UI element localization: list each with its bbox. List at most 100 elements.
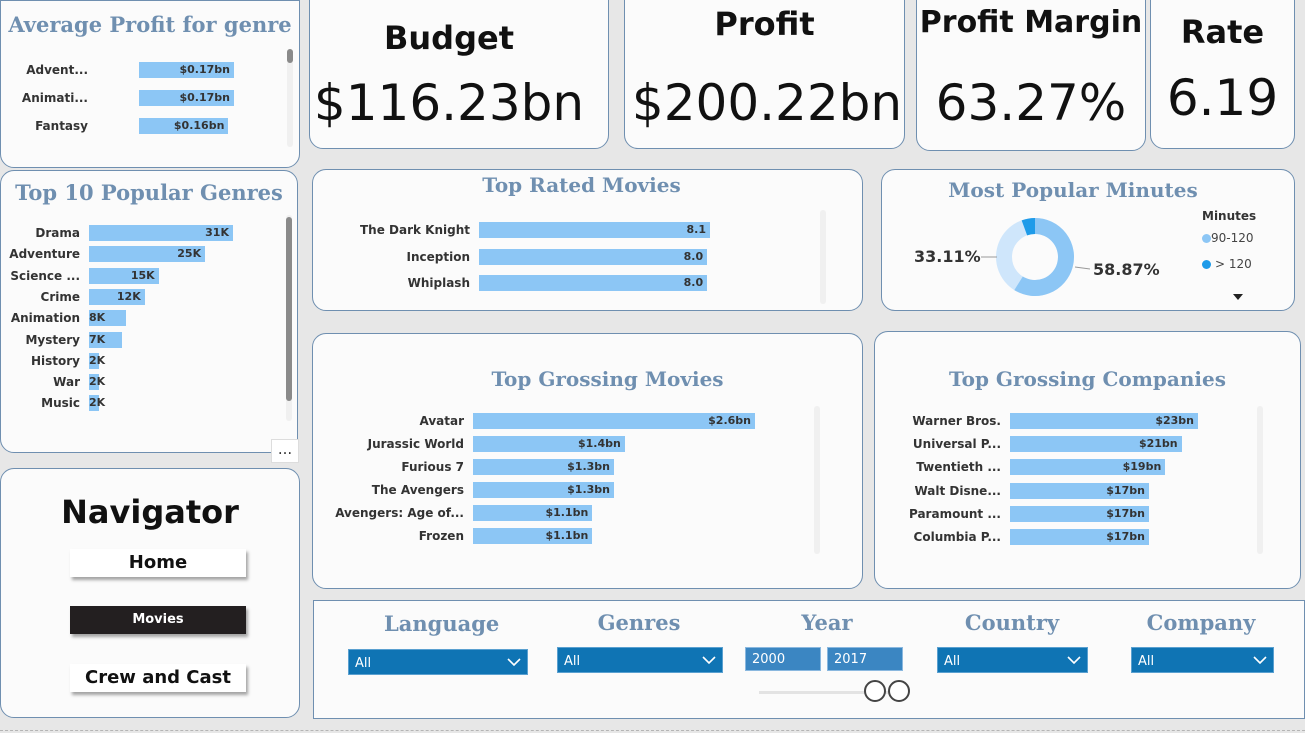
genre-row-bar[interactable] [89,288,145,305]
rated-row-bar[interactable] [479,248,708,265]
genre-row[interactable]: Science ... 15K [1,267,297,285]
genres-value: All [564,654,581,669]
crew-and-cast-button[interactable]: Crew and Cast [70,664,246,692]
legend-item-90-120[interactable]: 90-120 [1202,231,1254,245]
company-dropdown[interactable]: All [1131,647,1274,673]
genre-row-bar[interactable] [89,267,159,284]
popular-genres-scrollbar[interactable] [286,215,292,421]
grossing-company-row[interactable]: Twentieth ... $19bn [875,458,1300,476]
grossing-company-row-value: $23bn [1155,414,1194,427]
grossing-movie-row-value: $1.1bn [545,506,589,519]
donut-segment-over-120 [1021,218,1036,236]
grossing-movie-row[interactable]: Jurassic World $1.4bn [313,435,862,453]
rated-row-bar[interactable] [479,275,708,291]
home-button[interactable]: Home [70,549,246,577]
grossing-company-row-bar[interactable] [1010,529,1149,545]
grossing-company-row-bar[interactable] [1010,436,1182,453]
avg-profit-row-value: $0.17bn [179,63,231,76]
movies-button[interactable]: Movies [70,606,246,634]
grossing-company-row-bar[interactable] [1010,505,1149,522]
genre-row-bar[interactable] [89,225,233,241]
genre-row[interactable]: History 2K [1,352,297,370]
genres-dropdown[interactable]: All [557,647,723,673]
genre-row-bar[interactable] [89,246,206,263]
genre-row-bar[interactable] [89,352,99,369]
avg-profit-title: Average Profit for genre [8,12,292,37]
country-dropdown[interactable]: All [937,647,1088,673]
grossing-company-row[interactable]: Columbia P... $17bn [875,528,1300,546]
rated-row[interactable]: Inception 8.0 [313,248,862,266]
grossing-movie-row[interactable]: Avengers: Age of... $1.1bn [313,504,862,522]
more-options-button[interactable]: ... [271,439,299,463]
genre-row-label: Crime [40,289,80,304]
leader-line-right [1074,266,1091,270]
avg-profit-row-bar[interactable] [139,118,229,134]
avg-profit-row-bar[interactable] [139,62,234,78]
grossing-movie-row[interactable]: Frozen $1.1bn [313,527,862,545]
genre-row[interactable]: Adventure 25K [1,245,297,263]
grossing-company-row-label: Paramount ... [908,506,1001,521]
genre-row-bar[interactable] [89,395,99,412]
chevron-down-icon [507,658,521,667]
grossing-company-row-bar[interactable] [1010,459,1166,476]
genre-row-label: Adventure [9,247,80,262]
avg-profit-row-bar[interactable] [139,90,234,106]
grossing-company-row-value: $21bn [1138,437,1178,451]
grossing-company-row-bar[interactable] [1010,482,1149,499]
year-slider-handle-start[interactable] [864,680,886,702]
grossing-company-row[interactable]: Universal P... $21bn [875,435,1300,453]
genre-row[interactable]: Music 2K [1,394,297,412]
grossing-movie-row[interactable]: The Avengers $1.3bn [313,481,862,499]
grossing-movie-row-bar[interactable] [473,436,625,452]
genre-row-value: 31K [205,226,229,239]
grossing-company-row-label: Universal P... [912,437,1001,452]
grossing-companies-scrollbar[interactable] [1257,406,1263,554]
rated-row[interactable]: Whiplash 8.0 [313,274,862,292]
grossing-movie-row-bar[interactable] [473,505,593,521]
grossing-movie-row-bar[interactable] [473,482,614,498]
genre-row-label: History [30,353,80,368]
grossing-movies-scrollbar[interactable] [814,406,820,554]
top-rated-scrollbar[interactable] [820,210,826,304]
grossing-movie-row-bar[interactable] [473,459,614,475]
grossing-movie-row-bar[interactable] [473,528,593,544]
grossing-companies-title: Top Grossing Companies [949,367,1226,391]
profit-card: Profit $200.22bn [624,0,905,149]
avg-profit-row[interactable]: Advent... $0.17bn [1,61,299,79]
genre-row[interactable]: War 2K [1,373,297,391]
grossing-company-row[interactable]: Warner Bros. $23bn [875,412,1300,430]
year-from-input[interactable]: 2000 [745,647,821,671]
genre-row-bar[interactable] [89,331,122,348]
genre-row[interactable]: Drama 31K [1,224,297,242]
minutes-left-pct: 33.11% [914,247,981,266]
legend-scroll-down-icon[interactable] [1233,294,1243,300]
avg-profit-scrollbar[interactable] [287,49,293,147]
year-from-value: 2000 [752,652,786,667]
grossing-movie-row[interactable]: Avatar $2.6bn [313,412,862,430]
country-value: All [944,654,961,669]
rated-row[interactable]: The Dark Knight 8.1 [313,221,862,239]
avg-profit-row-value: $0.17bn [179,91,231,104]
year-slider-handle-end[interactable] [888,680,910,702]
grossing-company-row[interactable]: Walt Disne... $17bn [875,482,1300,500]
grossing-company-row-bar[interactable] [1010,413,1198,429]
avg-profit-row-label: Fantasy [35,119,88,133]
genre-row-bar[interactable] [89,374,99,391]
genre-row[interactable]: Mystery 7K [1,331,297,349]
genre-row[interactable]: Crime 12K [1,288,297,306]
rated-row-bar[interactable] [479,222,710,238]
rated-row-value: 8.0 [683,276,704,289]
legend-item-over-120[interactable]: > 120 [1202,257,1252,271]
grossing-movie-row-bar[interactable] [473,413,755,429]
avg-profit-row[interactable]: Animati... $0.17bn [1,89,299,107]
legend-dot-over-120 [1202,260,1211,269]
avg-profit-row[interactable]: Fantasy $0.16bn [1,117,299,135]
year-to-input[interactable]: 2017 [827,647,903,671]
grossing-movie-row[interactable]: Furious 7 $1.3bn [313,458,862,476]
genre-row[interactable]: Animation 8K [1,309,297,327]
genre-row-bar[interactable] [89,310,127,327]
rated-row-label: Inception [406,249,471,264]
grossing-company-row[interactable]: Paramount ... $17bn [875,505,1300,523]
language-dropdown[interactable]: All [348,649,528,675]
year-slider-track[interactable] [759,691,889,694]
